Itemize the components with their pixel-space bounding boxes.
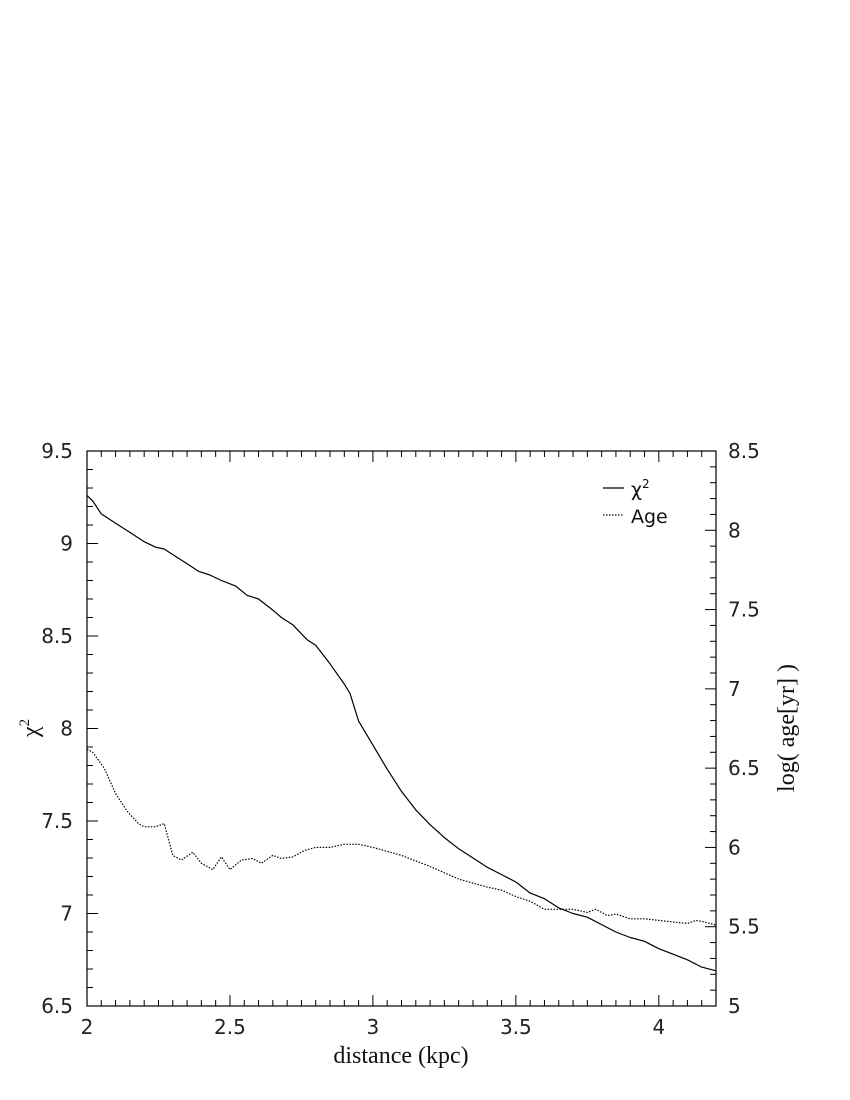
- y-right-tick-label: 5: [728, 994, 741, 1018]
- legend: χ2 Age: [603, 477, 668, 528]
- series-line-age: [86, 748, 717, 926]
- y-right-tick-label: 7.5: [728, 598, 760, 622]
- y-right-tick-label: 6.5: [728, 756, 760, 780]
- legend-label-chi2-sup: 2: [642, 477, 650, 491]
- series-layer: [86, 494, 717, 972]
- y-left-tick-label: 9.5: [41, 439, 73, 463]
- y-axis-left-title: χ2: [17, 719, 44, 738]
- y-axis-right-title-text: log( age[yr] ): [774, 664, 800, 792]
- axis-ticks: [86, 450, 717, 1007]
- tick-labels: 2 2.5 3 3.5 4 6.5 7 7.5 8 8.5 9 9.5 5 5.5 6 6.5 7 7.5 8 8.5: [41, 439, 760, 1039]
- series-line-chi2: [86, 494, 717, 972]
- y-left-tick-label: 8.5: [41, 624, 73, 648]
- y-right-tick-label: 5.5: [728, 915, 760, 939]
- y-axis-left-title-sup: 2: [17, 719, 33, 727]
- x-tick-label: 3: [367, 1015, 380, 1039]
- x-tick-label: 2.5: [214, 1015, 246, 1039]
- legend-label-chi2: χ2: [631, 477, 650, 501]
- y-right-tick-label: 8: [728, 518, 741, 542]
- y-right-tick-label: 8.5: [728, 439, 760, 463]
- y-left-tick-label: 7: [60, 902, 73, 926]
- y-left-tick-label: 8: [60, 717, 73, 741]
- y-left-tick-label: 9: [60, 532, 73, 556]
- legend-label-age: Age: [631, 506, 668, 528]
- y-left-tick-label: 7.5: [41, 809, 73, 833]
- x-tick-label: 3.5: [500, 1015, 532, 1039]
- svg-text:χ2: χ2: [17, 719, 44, 738]
- y-right-tick-label: 7: [728, 677, 741, 701]
- y-axis-left-title-base: χ: [18, 726, 44, 738]
- x-tick-label: 2: [81, 1015, 94, 1039]
- x-axis-title: distance (kpc): [333, 1043, 468, 1069]
- y-left-tick-label: 6.5: [41, 994, 73, 1018]
- x-tick-label: 4: [652, 1015, 665, 1039]
- plot-frame: [86, 450, 717, 1007]
- y-axis-right-title: log( age[yr] ): [774, 664, 800, 792]
- legend-label-chi2-base: χ: [631, 479, 642, 501]
- y-right-tick-label: 6: [728, 835, 741, 859]
